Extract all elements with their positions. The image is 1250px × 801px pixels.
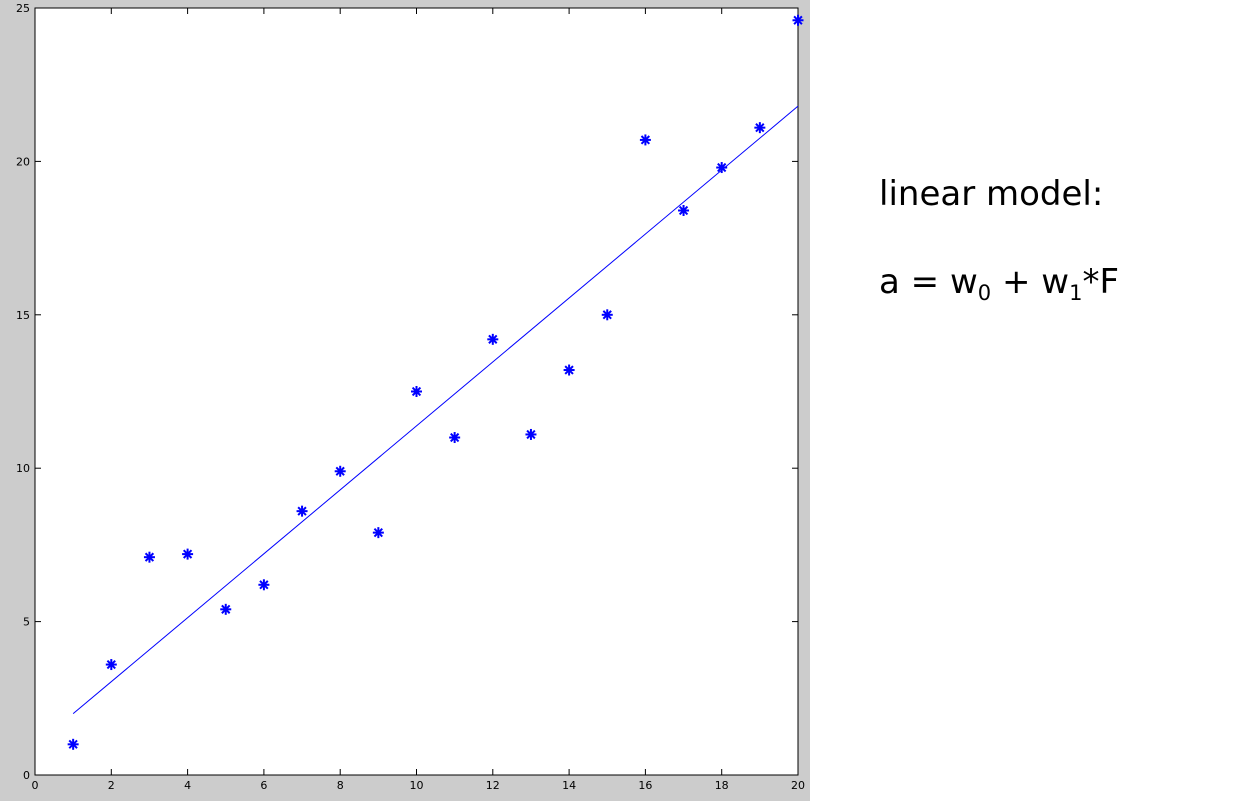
model-equation: a = w0 + w1*F <box>879 260 1219 304</box>
x-tick-label: 4 <box>184 779 191 792</box>
x-tick-label: 6 <box>260 779 267 792</box>
axes-frame <box>34 7 799 776</box>
y-tick-label: 10 <box>16 462 30 475</box>
equation-plus: + <box>1001 262 1031 302</box>
data-point <box>220 603 232 615</box>
x-tick-label: 2 <box>108 779 115 792</box>
equation-lhs: a <box>879 262 900 302</box>
data-point <box>143 551 155 563</box>
x-tick-label: 18 <box>715 779 729 792</box>
x-tick-label: 20 <box>791 779 805 792</box>
x-tick-label: 10 <box>410 779 424 792</box>
data-point <box>563 364 575 376</box>
data-point <box>411 386 422 397</box>
equation-w0: w <box>949 262 978 302</box>
y-tick-label: 15 <box>16 309 30 322</box>
scatter-chart: 0 2 4 6 8 10 12 14 16 18 20 0 5 10 15 20 25 <box>16 2 805 792</box>
x-tick-label: 0 <box>32 779 39 792</box>
data-point <box>105 659 117 671</box>
data-point <box>639 134 651 146</box>
data-point <box>334 465 346 477</box>
x-tick-label: 12 <box>486 779 500 792</box>
data-point <box>258 579 270 591</box>
data-point <box>372 527 384 539</box>
equation-w0-subscript: 0 <box>977 281 992 305</box>
data-point <box>792 14 804 26</box>
y-tick-label: 20 <box>16 155 30 168</box>
x-tick-label: 16 <box>638 779 652 792</box>
model-text: linear model: a = w0 + w1*F <box>879 172 1219 304</box>
data-point <box>754 122 766 134</box>
data-point <box>487 333 499 345</box>
equation-w1: w <box>1041 262 1070 302</box>
plot-panel: 0 2 4 6 8 10 12 14 16 18 20 0 5 10 15 20 25 <box>0 0 810 801</box>
x-tick-label: 14 <box>562 779 576 792</box>
equation-equals: = <box>910 262 940 302</box>
data-point <box>678 204 690 216</box>
data-point <box>67 738 79 750</box>
data-point <box>449 432 461 444</box>
data-point <box>296 505 308 517</box>
equation-w1-subscript: 1 <box>1069 281 1083 305</box>
data-point <box>182 548 194 560</box>
fit-line <box>72 105 799 715</box>
data-point <box>601 309 613 321</box>
y-tick-label: 25 <box>16 2 30 15</box>
x-tick-label: 8 <box>337 779 344 792</box>
data-point <box>716 162 728 174</box>
y-tick-label: 0 <box>23 769 30 782</box>
y-tick-label: 5 <box>23 616 30 629</box>
data-point <box>525 428 537 440</box>
model-title: linear model: <box>879 174 1104 214</box>
equation-tail: *F <box>1082 262 1120 302</box>
